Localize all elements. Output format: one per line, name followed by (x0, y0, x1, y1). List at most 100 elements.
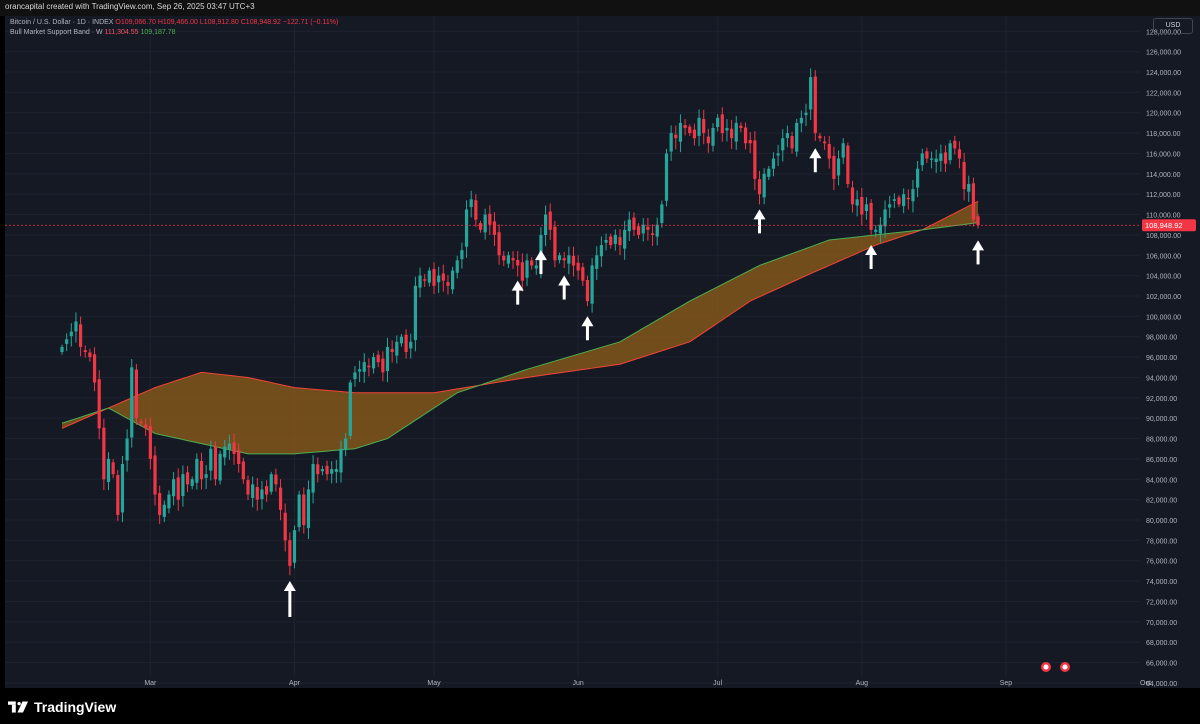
candle-body[interactable] (557, 255, 562, 261)
candle-body[interactable] (920, 153, 924, 166)
candle-body[interactable] (957, 149, 962, 159)
candle-body[interactable] (134, 369, 138, 419)
candle-body[interactable] (702, 118, 706, 134)
candle-body[interactable] (418, 275, 422, 288)
candle-body[interactable] (655, 224, 659, 237)
candle-body[interactable] (511, 258, 515, 261)
candle-body[interactable] (730, 128, 734, 139)
candle-body[interactable] (888, 204, 892, 208)
candle-body[interactable] (325, 465, 329, 475)
candle-body[interactable] (939, 153, 943, 161)
candle-body[interactable] (855, 199, 859, 206)
candle-body[interactable] (934, 158, 938, 163)
candle-body[interactable] (399, 336, 404, 344)
candle-body[interactable] (60, 346, 64, 352)
candle-body[interactable] (623, 229, 627, 249)
candle-body[interactable] (218, 453, 222, 481)
candle-body[interactable] (385, 346, 390, 372)
candle-body[interactable] (278, 487, 283, 510)
candle-body[interactable] (739, 125, 743, 128)
candle-body[interactable] (367, 365, 371, 368)
candle-body[interactable] (720, 114, 724, 134)
candle-body[interactable] (641, 224, 645, 234)
candle-body[interactable] (823, 141, 827, 144)
candle-body[interactable] (246, 480, 250, 495)
candle-body[interactable] (241, 461, 245, 480)
candle-body[interactable] (260, 489, 264, 500)
candle-body[interactable] (130, 367, 134, 438)
candle-body[interactable] (613, 234, 617, 244)
candle-body[interactable] (292, 530, 297, 563)
candle-body[interactable] (902, 194, 906, 207)
candle-body[interactable] (929, 158, 934, 160)
candle-body[interactable] (162, 504, 166, 517)
candle-body[interactable] (525, 260, 529, 278)
candle-body[interactable] (897, 197, 901, 205)
candle-body[interactable] (148, 426, 152, 459)
candle-body[interactable] (762, 173, 766, 198)
candle-body[interactable] (567, 255, 571, 264)
candle-body[interactable] (502, 255, 506, 261)
candle-body[interactable] (437, 275, 441, 283)
candle-body[interactable] (469, 199, 473, 208)
candle-body[interactable] (413, 285, 417, 341)
candle-body[interactable] (688, 126, 692, 134)
candle-body[interactable] (892, 199, 896, 201)
candle-body[interactable] (120, 464, 125, 513)
candle-body[interactable] (874, 229, 878, 232)
candle-body[interactable] (976, 216, 980, 226)
candle-body[interactable] (618, 237, 622, 246)
candle-body[interactable] (116, 475, 120, 515)
candle-body[interactable] (297, 494, 301, 528)
candle-body[interactable] (153, 455, 157, 495)
candle-body[interactable] (776, 153, 780, 156)
candle-body[interactable] (576, 262, 580, 271)
candle-body[interactable] (348, 382, 352, 436)
candle-body[interactable] (209, 448, 213, 471)
candle-body[interactable] (632, 217, 636, 230)
candle-body[interactable] (781, 138, 785, 151)
candle-body[interactable] (516, 260, 520, 266)
candle-body[interactable] (344, 438, 348, 450)
candle-body[interactable] (906, 197, 910, 200)
candle-body[interactable] (860, 197, 864, 215)
candle-body[interactable] (790, 136, 794, 149)
candle-body[interactable] (423, 279, 427, 281)
candle-body[interactable] (88, 352, 92, 358)
candle-body[interactable] (743, 127, 748, 144)
candle-body[interactable] (111, 462, 115, 475)
candle-body[interactable] (185, 472, 190, 485)
candle-body[interactable] (232, 442, 236, 454)
candle-body[interactable] (799, 117, 803, 124)
candle-body[interactable] (381, 358, 385, 373)
candle-body[interactable] (451, 270, 455, 290)
candle-body[interactable] (869, 202, 873, 230)
candle-body[interactable] (683, 125, 687, 128)
candle-body[interactable] (478, 223, 483, 230)
main-chart[interactable]: 128,000.00 126,000.00 124,000.00 122,000.00… (5, 16, 1200, 688)
candle-body[interactable] (390, 349, 394, 352)
candle-body[interactable] (678, 122, 683, 142)
candle-body[interactable] (376, 354, 380, 363)
candle-body[interactable] (441, 273, 445, 281)
candle-body[interactable] (562, 258, 566, 261)
candle-body[interactable] (841, 143, 845, 158)
candle-body[interactable] (953, 140, 957, 149)
candle-body[interactable] (474, 200, 478, 220)
chart-panel[interactable]: 128,000.00 126,000.00 124,000.00 122,000.00… (5, 16, 1200, 688)
candle-body[interactable] (158, 493, 162, 515)
candle-body[interactable] (804, 112, 808, 115)
candle-body[interactable] (725, 128, 729, 131)
candle-body[interactable] (102, 427, 106, 480)
candle-body[interactable] (311, 464, 315, 493)
candle-body[interactable] (827, 144, 831, 159)
candle-body[interactable] (832, 155, 836, 179)
candle-body[interactable] (809, 77, 813, 110)
candle-body[interactable] (520, 262, 524, 281)
candle-body[interactable] (316, 464, 320, 475)
candle-body[interactable] (144, 424, 148, 429)
candle-body[interactable] (339, 448, 343, 473)
candle-body[interactable] (883, 209, 887, 227)
candle-body[interactable] (446, 282, 450, 286)
candle-body[interactable] (544, 214, 548, 235)
